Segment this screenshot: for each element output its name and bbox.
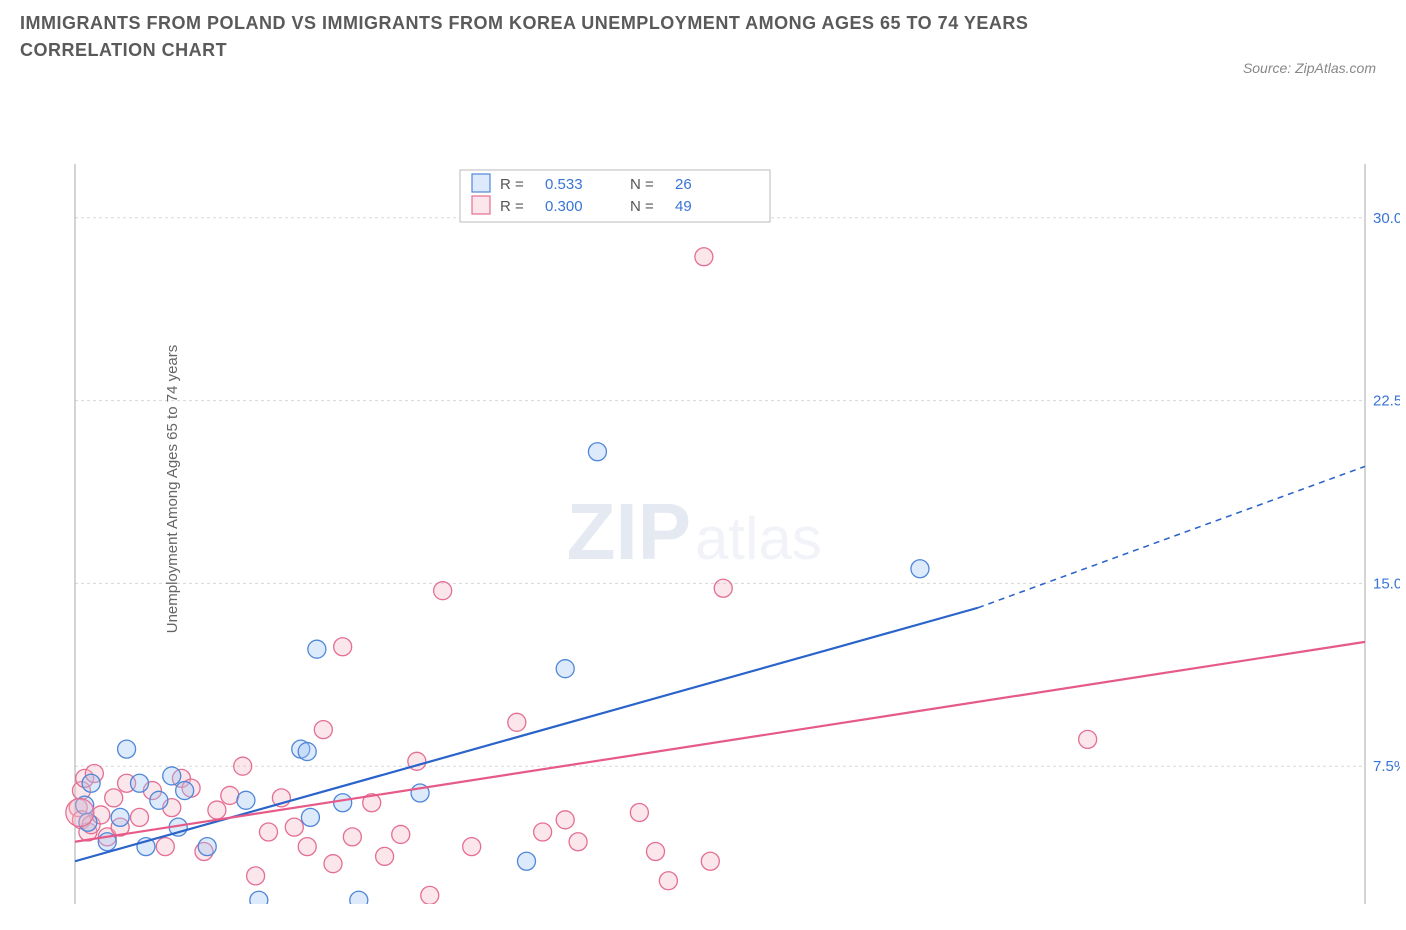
- data-point-korea: [314, 721, 332, 739]
- data-point-poland: [131, 774, 149, 792]
- data-point-korea: [234, 757, 252, 775]
- data-point-poland: [301, 808, 319, 826]
- data-point-korea: [285, 818, 303, 836]
- data-point-poland: [911, 560, 929, 578]
- data-point-korea: [66, 799, 94, 827]
- data-point-poland: [150, 791, 168, 809]
- data-point-korea: [569, 833, 587, 851]
- data-point-korea: [334, 638, 352, 656]
- data-point-poland: [250, 891, 268, 904]
- data-point-korea: [659, 872, 677, 890]
- data-point-korea: [131, 808, 149, 826]
- data-point-korea: [421, 886, 439, 904]
- y-tick-label: 15.0%: [1373, 575, 1400, 592]
- data-point-korea: [105, 789, 123, 807]
- data-point-poland: [350, 891, 368, 904]
- data-point-poland: [334, 794, 352, 812]
- data-point-korea: [508, 713, 526, 731]
- data-point-korea: [1079, 730, 1097, 748]
- data-point-korea: [376, 847, 394, 865]
- y-tick-label: 22.5%: [1373, 393, 1400, 410]
- data-point-korea: [343, 828, 361, 846]
- legend-swatch-poland: [472, 174, 490, 192]
- data-point-korea: [463, 838, 481, 856]
- legend-n-value-poland: 26: [675, 176, 692, 193]
- data-point-korea: [208, 801, 226, 819]
- data-point-poland: [176, 782, 194, 800]
- data-point-korea: [260, 823, 278, 841]
- data-point-korea: [647, 843, 665, 861]
- data-point-poland: [118, 740, 136, 758]
- data-point-poland: [163, 767, 181, 785]
- chart-container: Unemployment Among Ages 65 to 74 years 7…: [20, 74, 1386, 904]
- data-point-korea: [221, 786, 239, 804]
- legend-r-label: R =: [500, 176, 524, 193]
- data-point-poland: [111, 808, 129, 826]
- data-point-poland: [298, 743, 316, 761]
- data-point-korea: [247, 867, 265, 885]
- trend-line-korea: [75, 642, 1365, 842]
- scatter-chart: 7.5%15.0%22.5%30.0%0.0%40.0%ZIPatlasR =0…: [20, 74, 1400, 904]
- trend-line-poland: [75, 608, 978, 862]
- legend-n-value-korea: 49: [675, 198, 692, 215]
- watermark: ZIPatlas: [567, 487, 822, 576]
- legend-n-label: N =: [630, 176, 654, 193]
- data-point-korea: [156, 838, 174, 856]
- y-tick-label: 7.5%: [1373, 758, 1400, 775]
- data-point-korea: [695, 248, 713, 266]
- data-point-poland: [237, 791, 255, 809]
- chart-title: IMMIGRANTS FROM POLAND VS IMMIGRANTS FRO…: [20, 10, 1120, 64]
- legend-r-value-korea: 0.300: [545, 198, 583, 215]
- legend-n-label: N =: [630, 198, 654, 215]
- data-point-poland: [198, 838, 216, 856]
- data-point-korea: [630, 804, 648, 822]
- data-point-korea: [701, 852, 719, 870]
- data-point-poland: [308, 640, 326, 658]
- trend-line-ext-poland: [978, 466, 1365, 607]
- data-point-korea: [534, 823, 552, 841]
- data-point-poland: [518, 852, 536, 870]
- data-point-korea: [556, 811, 574, 829]
- data-point-korea: [392, 825, 410, 843]
- data-point-korea: [434, 582, 452, 600]
- legend-swatch-korea: [472, 196, 490, 214]
- data-point-korea: [324, 855, 342, 873]
- data-point-korea: [298, 838, 316, 856]
- data-point-poland: [82, 774, 100, 792]
- data-point-korea: [714, 579, 732, 597]
- data-point-poland: [556, 660, 574, 678]
- y-axis-label: Unemployment Among Ages 65 to 74 years: [164, 345, 181, 634]
- legend-r-label: R =: [500, 198, 524, 215]
- legend-r-value-poland: 0.533: [545, 176, 583, 193]
- data-point-poland: [588, 443, 606, 461]
- y-tick-label: 30.0%: [1373, 210, 1400, 227]
